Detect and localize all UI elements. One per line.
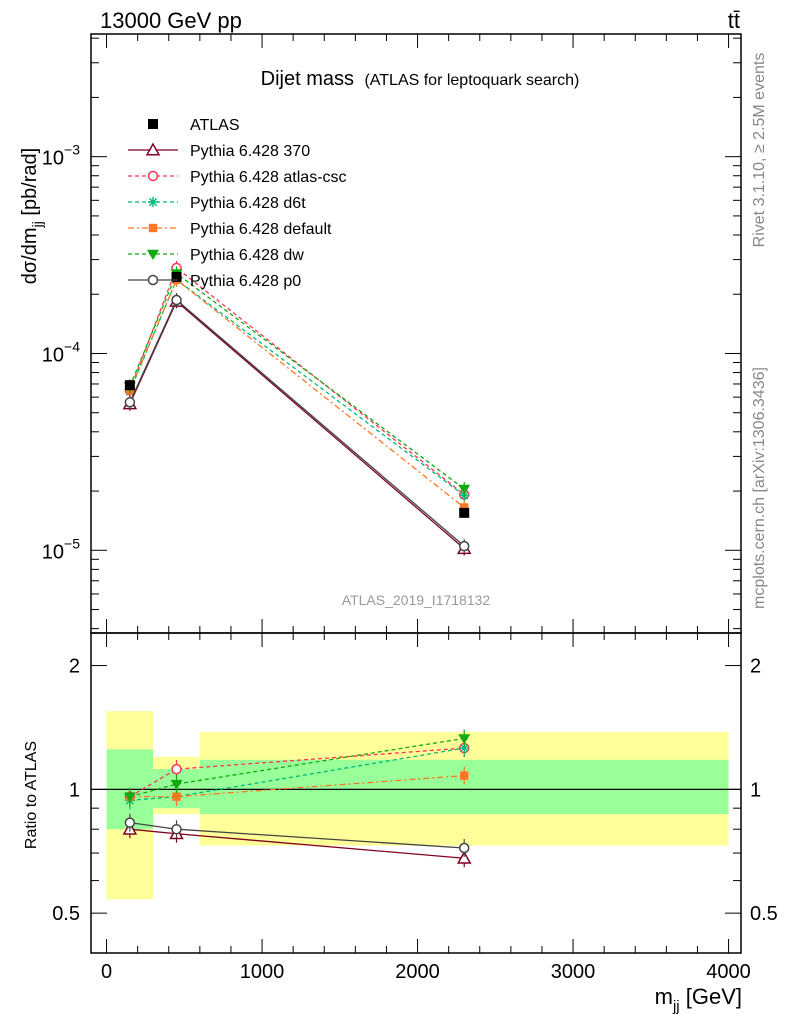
series-point-main: [171, 294, 182, 306]
main-panel-frame: [90, 33, 742, 634]
legend-label: Pythia 6.428 p0: [190, 273, 301, 290]
data-point: [171, 271, 182, 282]
data-point: [124, 380, 135, 391]
data-point: [459, 507, 470, 518]
ratio-tick-label-right: 1: [750, 779, 761, 801]
y-axis-label-sub: jj: [29, 221, 45, 228]
series-line-main: [129, 278, 465, 496]
series-point-main: [458, 484, 471, 495]
legend-marker: [147, 274, 159, 286]
series-point-main: [124, 397, 136, 408]
y-tick-label: 10−4: [42, 338, 80, 366]
y-axis-label-main: dσ/dm: [19, 227, 41, 284]
rivet-label: Rivet 3.1.10, ≥ 2.5M events: [751, 53, 768, 248]
x-tick-label: 2000: [395, 961, 440, 983]
y-axis-label-unit: [pb/rad]: [19, 148, 41, 221]
chart-title: Dijet mass (ATLAS for leptoquark search): [261, 68, 580, 90]
ratio-tick-label-right: 2: [750, 656, 761, 678]
series-line-ratio: [129, 737, 465, 798]
series-point-ratio: [170, 779, 183, 791]
ratio-tick-label-left: 1: [69, 779, 80, 801]
y-tick-label: 10−3: [42, 142, 80, 170]
series-point-ratio: [460, 771, 469, 780]
series-point-ratio: [458, 734, 471, 745]
legend-label: Pythia 6.428 d6t: [190, 195, 306, 212]
legend-marker: [148, 223, 158, 233]
series-line-main: [129, 298, 465, 547]
series-point-ratio: [123, 792, 136, 803]
ratio-panel-frame: [90, 632, 742, 954]
series-point-main: [460, 503, 469, 512]
legend-label-data: ATLAS: [190, 117, 240, 134]
series-point-ratio: [171, 763, 182, 775]
x-axis-label-sub: jj: [672, 998, 680, 1015]
legend-marker: [147, 170, 159, 182]
analysis-watermark: ATLAS_2019_I1718132: [342, 592, 491, 608]
header-right: tt̄: [728, 8, 740, 33]
legend-marker: [147, 196, 159, 208]
ratio-y-axis-label: Ratio to ATLAS: [23, 741, 40, 849]
x-tick-label: 4000: [706, 961, 751, 983]
legend-marker: [145, 142, 161, 156]
series-point-ratio: [458, 842, 470, 854]
series-point-ratio: [124, 817, 136, 828]
series-line-main: [129, 266, 465, 496]
chart-title-main: Dijet mass: [261, 68, 354, 90]
ratio-tick-label-left: 2: [69, 656, 80, 678]
x-tick-label: 1000: [240, 961, 285, 983]
legend-label: Pythia 6.428 370: [190, 143, 310, 160]
x-axis-label: mjj [GeV]: [655, 984, 742, 1015]
legend: ATLAS Pythia 6.428 370 Pythia 6.428 atlas-…: [128, 117, 347, 290]
y-tick-label: 10−5: [42, 535, 80, 563]
x-axis-label-main: m: [655, 984, 673, 1009]
legend-marker-data: [148, 119, 158, 129]
legend-label: Pythia 6.428 dw: [190, 247, 304, 264]
series-point-ratio: [171, 823, 182, 835]
series-point-main: [458, 540, 470, 552]
x-axis-label-unit: [GeV]: [680, 984, 742, 1009]
series-point-ratio: [456, 850, 472, 864]
series-point-ratio: [172, 792, 181, 801]
y-axis-label: dσ/dmjj [pb/rad]: [19, 148, 45, 284]
legend-marker: [147, 249, 159, 260]
legend-label: Pythia 6.428 atlas-csc: [190, 169, 347, 186]
ratio-tick-label-right: 0.5: [750, 903, 778, 925]
mcplots-label: mcplots.cern.ch [arXiv:1306.3436]: [751, 367, 768, 609]
series-line-ratio: [129, 747, 465, 802]
series-line-main: [129, 300, 465, 550]
chart-title-sub: (ATLAS for leptoquark search): [364, 72, 579, 89]
legend-label: Pythia 6.428 default: [190, 221, 332, 238]
x-tick-label: 0: [101, 961, 112, 983]
ratio-tick-label-left: 0.5: [52, 903, 80, 925]
x-tick-label: 3000: [551, 961, 596, 983]
series-line-main: [129, 278, 465, 509]
header-left: 13000 GeV pp: [100, 8, 242, 33]
series-line-ratio: [129, 747, 465, 798]
series-point-ratio: [459, 742, 470, 754]
